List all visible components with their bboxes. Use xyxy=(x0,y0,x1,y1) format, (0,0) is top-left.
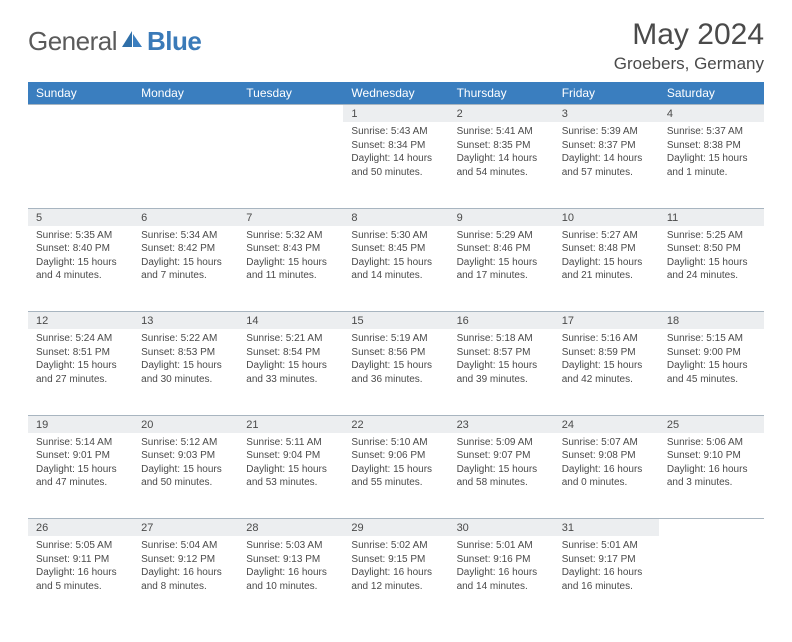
day-content-cell: Sunrise: 5:04 AMSunset: 9:12 PMDaylight:… xyxy=(133,536,238,622)
day-number-cell: 28 xyxy=(238,519,343,537)
day-content-cell: Sunrise: 5:24 AMSunset: 8:51 PMDaylight:… xyxy=(28,329,133,415)
day-content-cell: Sunrise: 5:35 AMSunset: 8:40 PMDaylight:… xyxy=(28,226,133,312)
day-number-cell: 5 xyxy=(28,208,133,226)
day-content-cell: Sunrise: 5:10 AMSunset: 9:06 PMDaylight:… xyxy=(343,433,448,519)
weekday-header: Wednesday xyxy=(343,82,448,105)
day-content-row: Sunrise: 5:43 AMSunset: 8:34 PMDaylight:… xyxy=(28,122,764,208)
day-content-row: Sunrise: 5:05 AMSunset: 9:11 PMDaylight:… xyxy=(28,536,764,622)
logo-text-1: General xyxy=(28,26,117,57)
day-number-cell: 2 xyxy=(449,105,554,123)
day-number-cell: 20 xyxy=(133,415,238,433)
weekday-header: Monday xyxy=(133,82,238,105)
day-content-cell: Sunrise: 5:27 AMSunset: 8:48 PMDaylight:… xyxy=(554,226,659,312)
day-content-cell: Sunrise: 5:03 AMSunset: 9:13 PMDaylight:… xyxy=(238,536,343,622)
day-content-cell xyxy=(659,536,764,622)
day-number-cell: 31 xyxy=(554,519,659,537)
day-number-cell xyxy=(133,105,238,123)
day-content-cell: Sunrise: 5:07 AMSunset: 9:08 PMDaylight:… xyxy=(554,433,659,519)
day-number-cell: 15 xyxy=(343,312,448,330)
weekday-header: Friday xyxy=(554,82,659,105)
day-content-cell: Sunrise: 5:43 AMSunset: 8:34 PMDaylight:… xyxy=(343,122,448,208)
day-number-row: 19202122232425 xyxy=(28,415,764,433)
day-content-cell: Sunrise: 5:15 AMSunset: 9:00 PMDaylight:… xyxy=(659,329,764,415)
day-number-row: 262728293031 xyxy=(28,519,764,537)
day-content-cell: Sunrise: 5:01 AMSunset: 9:16 PMDaylight:… xyxy=(449,536,554,622)
title-block: May 2024 Groebers, Germany xyxy=(614,18,764,74)
day-number-row: 1234 xyxy=(28,105,764,123)
day-number-cell: 7 xyxy=(238,208,343,226)
day-content-cell: Sunrise: 5:30 AMSunset: 8:45 PMDaylight:… xyxy=(343,226,448,312)
day-content-cell: Sunrise: 5:12 AMSunset: 9:03 PMDaylight:… xyxy=(133,433,238,519)
day-number-cell: 9 xyxy=(449,208,554,226)
day-number-cell: 24 xyxy=(554,415,659,433)
day-number-cell: 29 xyxy=(343,519,448,537)
calendar-page: General Blue May 2024 Groebers, Germany … xyxy=(0,0,792,642)
weekday-header: Saturday xyxy=(659,82,764,105)
day-number-cell: 19 xyxy=(28,415,133,433)
day-number-cell: 17 xyxy=(554,312,659,330)
day-content-cell: Sunrise: 5:19 AMSunset: 8:56 PMDaylight:… xyxy=(343,329,448,415)
day-number-cell: 25 xyxy=(659,415,764,433)
day-number-cell xyxy=(659,519,764,537)
day-content-cell: Sunrise: 5:11 AMSunset: 9:04 PMDaylight:… xyxy=(238,433,343,519)
calendar-body: 1234Sunrise: 5:43 AMSunset: 8:34 PMDayli… xyxy=(28,105,764,623)
day-content-cell xyxy=(133,122,238,208)
location: Groebers, Germany xyxy=(614,54,764,74)
day-number-cell: 12 xyxy=(28,312,133,330)
logo: General Blue xyxy=(28,18,201,57)
day-content-row: Sunrise: 5:35 AMSunset: 8:40 PMDaylight:… xyxy=(28,226,764,312)
day-content-cell: Sunrise: 5:16 AMSunset: 8:59 PMDaylight:… xyxy=(554,329,659,415)
day-number-cell: 22 xyxy=(343,415,448,433)
day-content-cell: Sunrise: 5:29 AMSunset: 8:46 PMDaylight:… xyxy=(449,226,554,312)
day-content-cell: Sunrise: 5:21 AMSunset: 8:54 PMDaylight:… xyxy=(238,329,343,415)
day-content-cell: Sunrise: 5:22 AMSunset: 8:53 PMDaylight:… xyxy=(133,329,238,415)
day-number-cell: 11 xyxy=(659,208,764,226)
day-content-cell: Sunrise: 5:06 AMSunset: 9:10 PMDaylight:… xyxy=(659,433,764,519)
weekday-header: Tuesday xyxy=(238,82,343,105)
day-number-cell: 8 xyxy=(343,208,448,226)
day-number-cell xyxy=(238,105,343,123)
day-number-cell: 30 xyxy=(449,519,554,537)
day-number-row: 12131415161718 xyxy=(28,312,764,330)
day-content-cell xyxy=(28,122,133,208)
header: General Blue May 2024 Groebers, Germany xyxy=(28,18,764,74)
day-content-cell: Sunrise: 5:39 AMSunset: 8:37 PMDaylight:… xyxy=(554,122,659,208)
day-number-cell: 10 xyxy=(554,208,659,226)
weekday-header: Sunday xyxy=(28,82,133,105)
day-content-cell: Sunrise: 5:25 AMSunset: 8:50 PMDaylight:… xyxy=(659,226,764,312)
day-number-cell: 6 xyxy=(133,208,238,226)
day-content-cell: Sunrise: 5:37 AMSunset: 8:38 PMDaylight:… xyxy=(659,122,764,208)
day-content-cell: Sunrise: 5:14 AMSunset: 9:01 PMDaylight:… xyxy=(28,433,133,519)
day-content-cell: Sunrise: 5:01 AMSunset: 9:17 PMDaylight:… xyxy=(554,536,659,622)
day-number-cell: 26 xyxy=(28,519,133,537)
day-number-cell: 27 xyxy=(133,519,238,537)
day-number-cell: 18 xyxy=(659,312,764,330)
day-number-cell: 13 xyxy=(133,312,238,330)
day-content-cell: Sunrise: 5:34 AMSunset: 8:42 PMDaylight:… xyxy=(133,226,238,312)
day-number-cell: 1 xyxy=(343,105,448,123)
logo-sail-icon xyxy=(121,30,143,53)
day-number-cell: 3 xyxy=(554,105,659,123)
day-number-cell: 14 xyxy=(238,312,343,330)
logo-text-2: Blue xyxy=(147,26,201,57)
weekday-header-row: SundayMondayTuesdayWednesdayThursdayFrid… xyxy=(28,82,764,105)
day-number-cell: 23 xyxy=(449,415,554,433)
weekday-header: Thursday xyxy=(449,82,554,105)
day-content-cell: Sunrise: 5:02 AMSunset: 9:15 PMDaylight:… xyxy=(343,536,448,622)
month-title: May 2024 xyxy=(614,18,764,52)
day-content-cell: Sunrise: 5:41 AMSunset: 8:35 PMDaylight:… xyxy=(449,122,554,208)
day-number-row: 567891011 xyxy=(28,208,764,226)
day-content-row: Sunrise: 5:24 AMSunset: 8:51 PMDaylight:… xyxy=(28,329,764,415)
day-number-cell: 21 xyxy=(238,415,343,433)
calendar-table: SundayMondayTuesdayWednesdayThursdayFrid… xyxy=(28,82,764,622)
day-number-cell xyxy=(28,105,133,123)
day-content-row: Sunrise: 5:14 AMSunset: 9:01 PMDaylight:… xyxy=(28,433,764,519)
day-number-cell: 4 xyxy=(659,105,764,123)
day-number-cell: 16 xyxy=(449,312,554,330)
day-content-cell: Sunrise: 5:32 AMSunset: 8:43 PMDaylight:… xyxy=(238,226,343,312)
day-content-cell: Sunrise: 5:18 AMSunset: 8:57 PMDaylight:… xyxy=(449,329,554,415)
day-content-cell: Sunrise: 5:05 AMSunset: 9:11 PMDaylight:… xyxy=(28,536,133,622)
day-content-cell: Sunrise: 5:09 AMSunset: 9:07 PMDaylight:… xyxy=(449,433,554,519)
day-content-cell xyxy=(238,122,343,208)
